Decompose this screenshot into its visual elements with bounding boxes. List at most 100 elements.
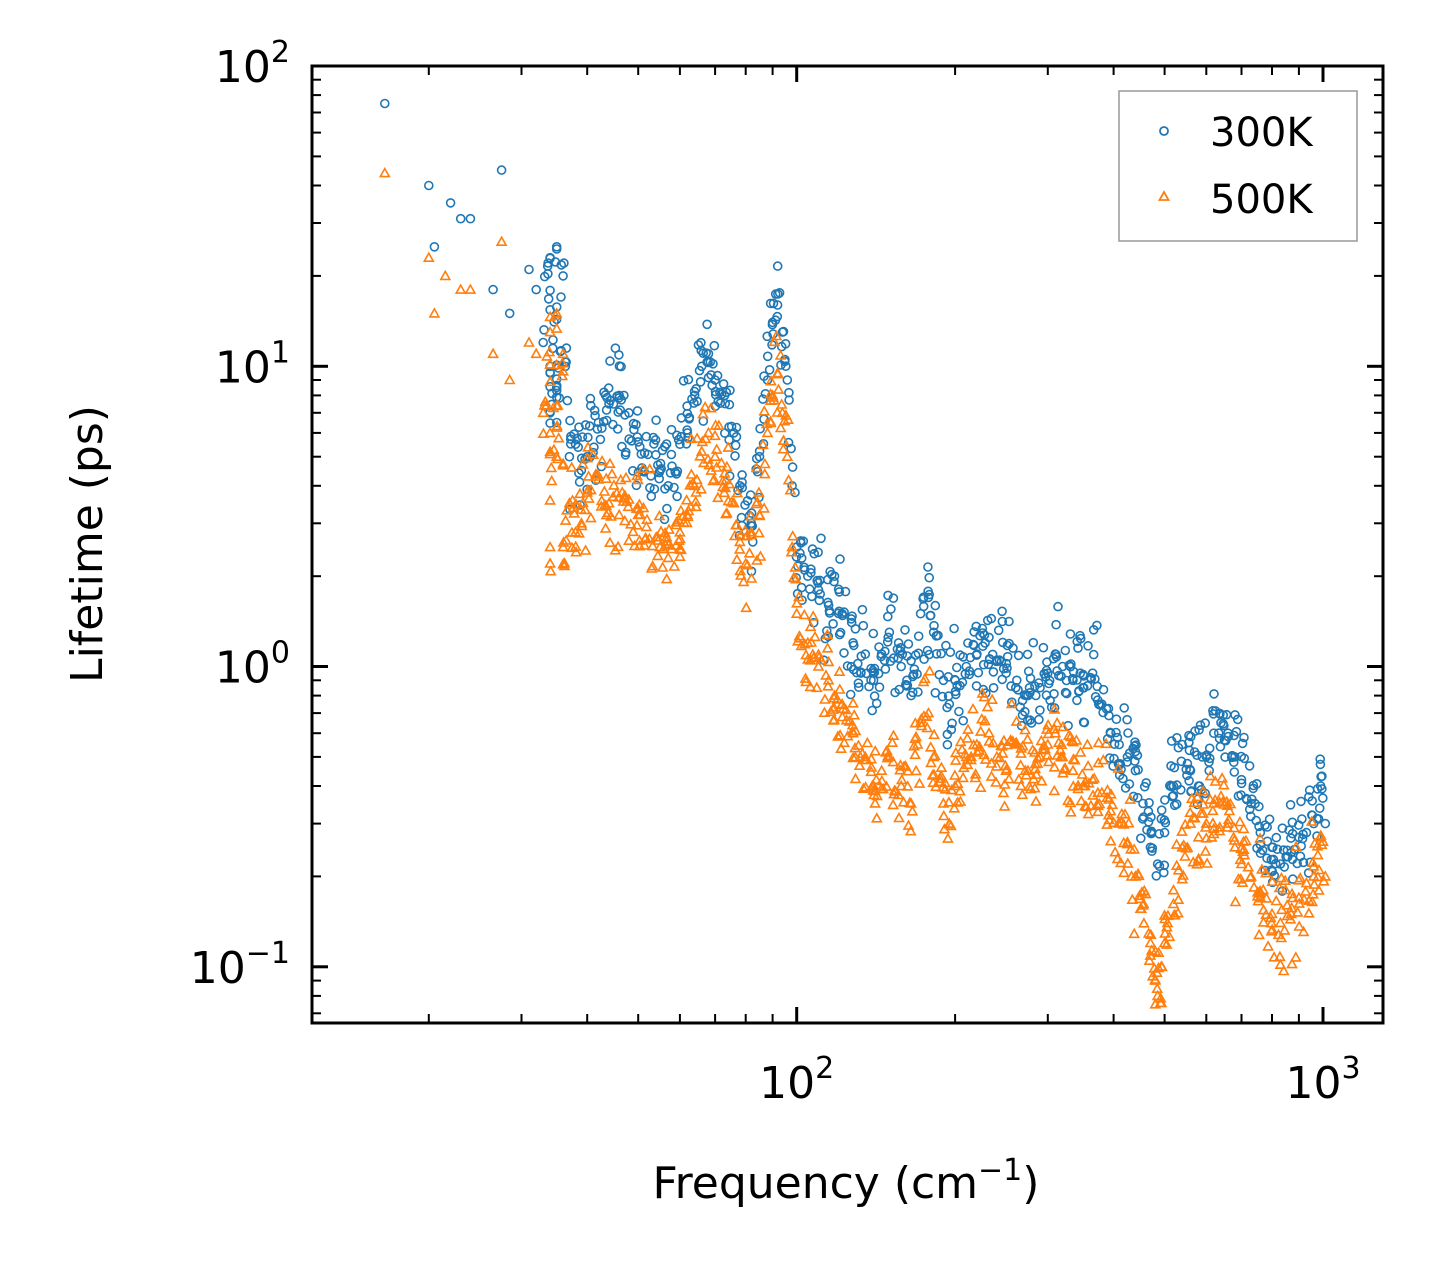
- series-1-point: [544, 426, 556, 438]
- series-0-point: [423, 180, 434, 191]
- series-0-point: [610, 343, 621, 354]
- series-1-point: [740, 601, 753, 613]
- series-0-point: [1236, 774, 1247, 785]
- series-1-point: [828, 713, 841, 725]
- series-0-point: [629, 424, 639, 435]
- series-0-point: [655, 465, 665, 476]
- series-0-point: [883, 590, 893, 601]
- series-1-point: [789, 573, 802, 584]
- series-1-point: [1234, 815, 1246, 827]
- series-1-point: [1300, 876, 1313, 888]
- series-1-point: [973, 744, 986, 756]
- series-1-point: [901, 780, 914, 791]
- series-1-point: [1121, 836, 1134, 847]
- series-1-point: [1224, 797, 1237, 809]
- series-0-point: [792, 588, 803, 599]
- series-0-point: [814, 595, 825, 606]
- series-1-point: [836, 710, 849, 722]
- series-0-point: [973, 667, 984, 678]
- series-1-point: [1161, 921, 1173, 932]
- series-0-point: [735, 480, 745, 491]
- series-0-point: [693, 340, 704, 350]
- series-0-point: [1246, 798, 1256, 809]
- series-0-point: [780, 338, 791, 349]
- series-0-point: [786, 443, 796, 454]
- series-0-point: [1320, 818, 1331, 829]
- series-0-point: [816, 533, 826, 544]
- series-1-point: [998, 800, 1011, 811]
- series-1-point: [893, 811, 905, 823]
- series-0-point: [945, 647, 956, 658]
- series-1-point: [1149, 974, 1162, 985]
- series-0-point: [599, 387, 609, 398]
- series-1-point: [1082, 807, 1095, 819]
- series-1-point: [793, 590, 805, 602]
- series-1-point: [852, 739, 865, 750]
- series-0-point: [1060, 645, 1071, 656]
- series-1-point: [651, 549, 664, 561]
- series-1-point: [943, 796, 955, 807]
- series-1-point: [892, 788, 905, 800]
- series-0-point: [1050, 649, 1061, 659]
- series-1-point: [544, 565, 557, 576]
- series-1-point: [1268, 951, 1280, 962]
- series-1-point: [1100, 737, 1112, 749]
- series-1-point: [1191, 790, 1203, 802]
- series-0-point: [961, 661, 972, 672]
- series-0-point: [1184, 737, 1194, 748]
- series-1-point: [570, 546, 582, 557]
- series-0-point: [1315, 754, 1325, 765]
- series-0-point: [867, 705, 878, 716]
- series-1-point: [728, 529, 741, 541]
- series-0-point: [868, 628, 879, 639]
- series-0-point: [1098, 684, 1109, 695]
- series-0-point: [1185, 765, 1196, 776]
- series-1-point: [765, 375, 777, 386]
- series-1-point: [772, 383, 785, 394]
- series-1-point: [1317, 875, 1330, 886]
- series-0-point: [1002, 663, 1012, 674]
- series-1-point: [974, 725, 987, 736]
- series-0-point: [1169, 762, 1180, 773]
- series-1-point: [978, 690, 991, 702]
- series-1-point: [1274, 950, 1286, 962]
- series-0-point: [869, 663, 880, 674]
- series-0-point: [651, 415, 661, 426]
- series-1-point: [939, 783, 952, 794]
- series-0-point: [923, 592, 934, 603]
- series-1-point: [925, 756, 937, 768]
- series-1-point: [627, 525, 639, 537]
- series-1-point: [631, 469, 643, 481]
- series-1-point: [957, 771, 969, 783]
- series-0-point: [1002, 651, 1013, 662]
- series-0-point: [929, 620, 939, 631]
- series-0-point: [676, 413, 687, 423]
- series-0-point: [1004, 638, 1014, 649]
- series-1-point: [930, 780, 942, 792]
- series-1-point: [971, 746, 984, 757]
- series-1-point: [1313, 863, 1325, 875]
- series-0-point: [1057, 661, 1068, 672]
- series-0-point: [740, 500, 750, 510]
- series-1-point: [1297, 925, 1310, 937]
- series-1-point: [641, 513, 653, 524]
- series-0-point: [896, 661, 907, 672]
- series-0-point: [1051, 619, 1061, 630]
- series-1-point: [1217, 779, 1230, 790]
- series-0-point: [1159, 827, 1170, 838]
- series-0-point: [815, 575, 825, 586]
- series-0-point: [907, 671, 918, 682]
- series-0-point: [695, 376, 706, 387]
- series-1-point: [1051, 716, 1063, 728]
- series-1-point: [1048, 784, 1061, 796]
- series-1-point: [897, 796, 910, 807]
- series-0-point: [551, 417, 562, 428]
- series-1-point: [1048, 761, 1061, 772]
- series-1-point: [604, 536, 616, 547]
- series-1-point: [1315, 838, 1328, 850]
- series-1-point: [544, 557, 556, 568]
- series-1-point: [631, 519, 643, 530]
- series-0-point: [834, 587, 845, 597]
- series-0-point: [968, 640, 979, 651]
- series-1-point: [869, 797, 881, 808]
